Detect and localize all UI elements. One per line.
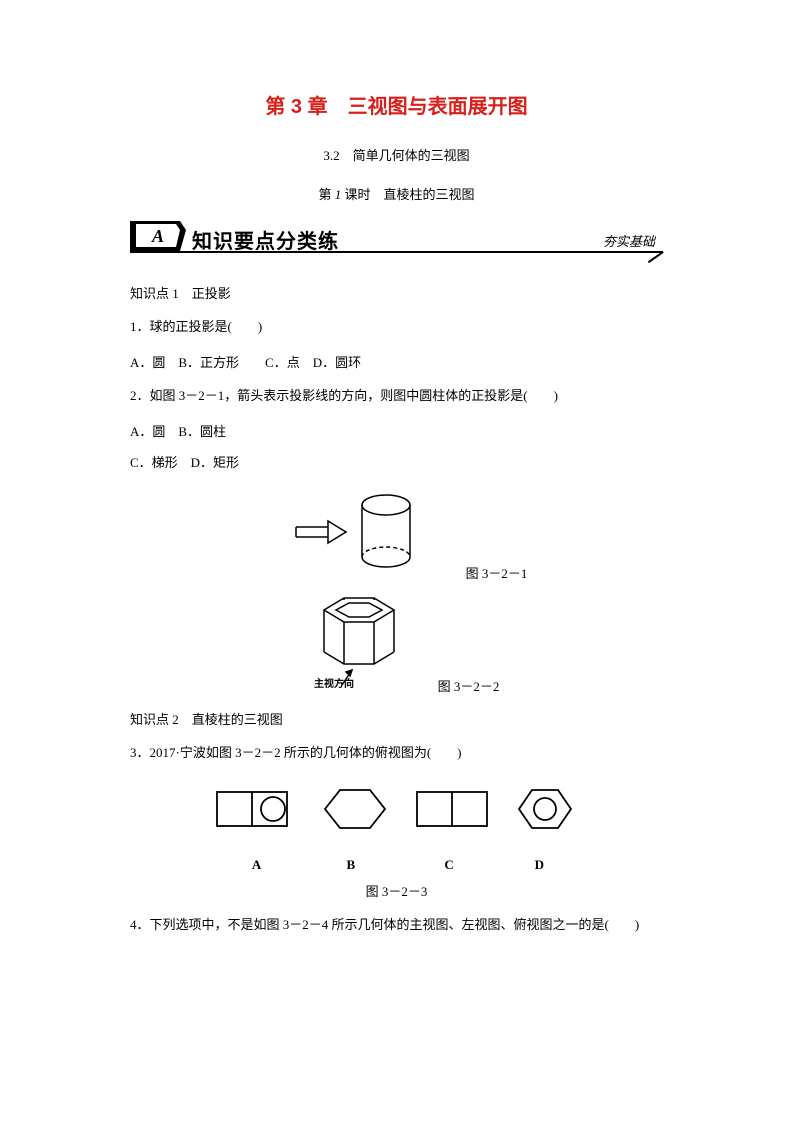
- figure-3-2-1: 图 3－2－1: [130, 487, 663, 582]
- answer-options-shapes-icon: [207, 780, 587, 850]
- figure-3-2-2: 主视方向 图 3－2－2: [130, 590, 663, 695]
- banner-underline-tail: [648, 251, 664, 263]
- option-c-label: C: [402, 857, 496, 873]
- chapter-title: 第 3 章 三视图与表面展开图: [130, 90, 663, 119]
- question-1-options: A．圆 B．正方形 C．点 D．圆环: [130, 352, 663, 371]
- question-2: 2．如图 3－2－1，箭头表示投影线的方向，则图中圆柱体的正投影是( ): [130, 385, 663, 407]
- cylinder-projection-icon: [266, 487, 466, 577]
- banner-badge-icon: A: [130, 221, 186, 251]
- hexagonal-prism-icon: 主视方向: [294, 590, 424, 690]
- option-d-label: D: [499, 857, 579, 873]
- lesson-prefix: 第: [318, 187, 331, 202]
- question-2-options-line1: A．圆 B．圆柱: [130, 421, 663, 440]
- banner-heading: 知识要点分类练: [192, 225, 339, 254]
- section-banner: A 知识要点分类练 夯实基础: [130, 221, 663, 261]
- section-title: 3.2 简单几何体的三视图: [130, 145, 663, 164]
- question-4: 4．下列选项中，不是如图 3－2－4 所示几何体的主视图、左视图、俯视图之一的是…: [130, 914, 663, 936]
- figure-1-label: 图 3－2－1: [466, 563, 528, 582]
- figure-2-label: 图 3－2－2: [438, 676, 500, 695]
- badge-letter: A: [151, 226, 164, 246]
- figure-3-2-3: A B C D: [130, 780, 663, 873]
- banner-right-text: 夯实基础: [603, 231, 655, 250]
- knowledge-point-2: 知识点 2 直棱柱的三视图: [130, 709, 663, 728]
- question-1: 1．球的正投影是( ): [130, 316, 663, 338]
- option-a-label: A: [214, 857, 300, 873]
- knowledge-point-1: 知识点 1 正投影: [130, 283, 663, 302]
- lesson-suffix: 课时 直棱柱的三视图: [345, 187, 475, 202]
- figure-3-caption: 图 3－2－3: [130, 881, 663, 900]
- lesson-title: 第 1 课时 直棱柱的三视图: [130, 184, 663, 203]
- question-2-options-line2: C．梯形 D．矩形: [130, 452, 663, 471]
- view-direction-label: 主视方向: [314, 677, 354, 690]
- lesson-number: 1: [335, 187, 342, 202]
- banner-underline: [130, 251, 663, 253]
- option-letters-row: A B C D: [130, 857, 663, 873]
- question-3: 3．2017·宁波如图 3－2－2 所示的几何体的俯视图为( ): [130, 742, 663, 764]
- option-b-label: B: [303, 857, 399, 873]
